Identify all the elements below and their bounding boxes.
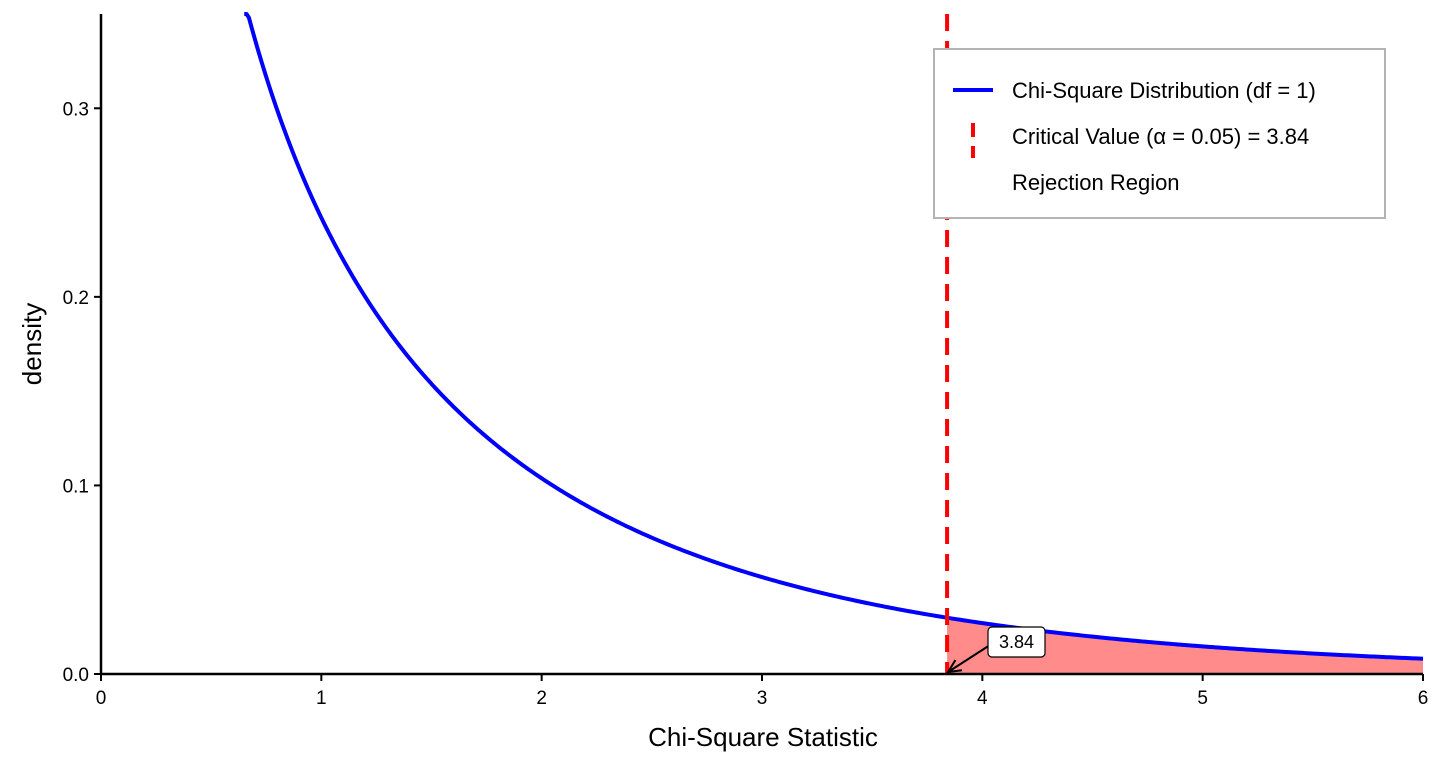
critical-value-annotation: 3.84 <box>946 626 1046 674</box>
axes: 0 1 2 3 4 5 6 0.0 0.1 0.2 0.3 <box>63 14 1429 709</box>
legend-label-critical: Critical Value (α = 0.05) = 3.84 <box>1012 124 1309 149</box>
y-tick-label: 0.1 <box>63 476 89 497</box>
legend-label-rejection: Rejection Region <box>1012 170 1180 195</box>
annotation-label: 3.84 <box>999 632 1034 652</box>
density-curve <box>244 12 1424 661</box>
x-tick-label: 2 <box>536 688 547 709</box>
annotation-arrow-head <box>946 659 963 674</box>
legend-box <box>933 48 1386 219</box>
x-tick-label: 6 <box>1418 688 1429 709</box>
annotation-arrow <box>947 644 991 673</box>
x-tick-label: 3 <box>757 688 768 709</box>
x-tick-label: 4 <box>977 688 988 709</box>
x-tick-label: 1 <box>316 688 327 709</box>
y-tick-label: 0.0 <box>63 665 89 686</box>
y-axis-ticks: 0.0 0.1 0.2 0.3 <box>63 99 101 686</box>
y-axis-title: density <box>17 303 47 385</box>
y-tick-label: 0.3 <box>63 99 89 120</box>
annotation-label-box <box>987 626 1046 658</box>
legend-label-density: Chi-Square Distribution (df = 1) <box>1012 78 1316 103</box>
x-axis-title: Chi-Square Statistic <box>648 722 878 752</box>
x-tick-label: 5 <box>1197 688 1208 709</box>
legend: Chi-Square Distribution (df = 1) Critica… <box>933 48 1386 219</box>
x-tick-label: 0 <box>96 688 107 709</box>
y-tick-label: 0.2 <box>63 288 89 309</box>
x-axis-ticks: 0 1 2 3 4 5 6 <box>96 674 1429 709</box>
